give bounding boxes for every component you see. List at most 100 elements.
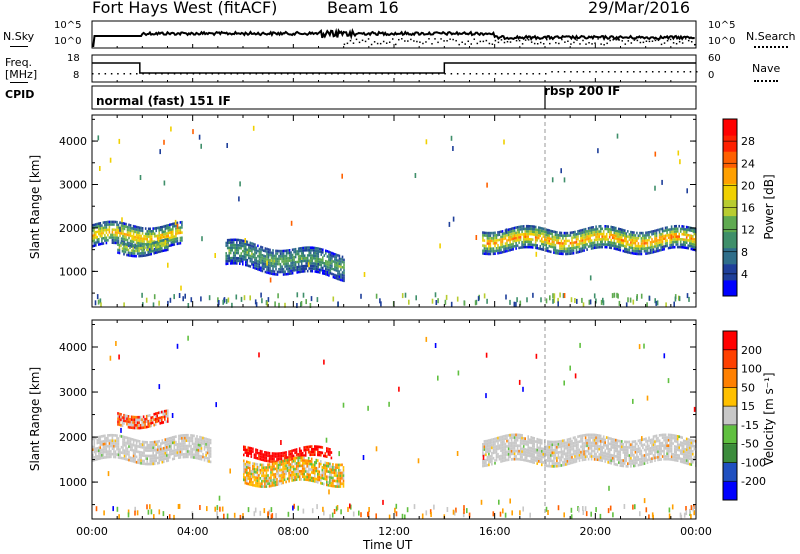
data-cell	[674, 296, 677, 302]
data-cell	[503, 245, 505, 248]
data-cell	[489, 247, 492, 251]
data-cell	[172, 235, 174, 239]
data-cell	[276, 249, 279, 253]
data-cell	[130, 426, 133, 429]
data-cell	[634, 252, 637, 255]
data-cell	[132, 460, 135, 463]
data-cell	[134, 452, 136, 456]
data-cell	[566, 449, 569, 452]
data-cell	[267, 468, 269, 472]
data-cell	[154, 423, 157, 426]
data-cell	[550, 448, 552, 452]
data-cell	[289, 463, 292, 466]
data-cell	[193, 448, 195, 451]
data-cell	[304, 445, 307, 449]
data-cell	[553, 240, 555, 244]
data-cell	[569, 440, 572, 443]
data-cell	[261, 455, 263, 459]
data-cell	[563, 441, 566, 445]
data-cell	[605, 245, 608, 249]
data-cell	[123, 232, 126, 236]
data-cell	[488, 455, 490, 459]
data-cell	[271, 457, 274, 461]
data-cell	[225, 262, 227, 266]
nave-point	[463, 73, 465, 75]
data-cell	[146, 245, 148, 249]
data-cell	[593, 293, 596, 299]
data-cell	[327, 481, 330, 484]
data-cell	[238, 196, 240, 202]
data-cell	[128, 231, 130, 234]
data-cell	[495, 453, 498, 456]
data-cell	[295, 475, 298, 479]
data-cell	[568, 252, 570, 256]
data-cell	[645, 231, 647, 235]
data-cell	[610, 443, 612, 446]
data-cell	[408, 299, 410, 305]
data-cell	[253, 470, 256, 474]
data-cell	[332, 268, 335, 271]
data-cell	[182, 447, 185, 451]
data-cell	[294, 456, 296, 460]
data-cell	[268, 465, 271, 469]
data-cell	[321, 474, 324, 477]
data-cell	[341, 258, 344, 261]
data-cell	[536, 231, 538, 234]
data-cell	[637, 242, 640, 245]
data-cell	[670, 243, 673, 247]
data-cell	[150, 446, 153, 450]
data-cell	[261, 264, 264, 268]
data-cell	[274, 483, 277, 487]
data-cell	[489, 231, 492, 235]
data-cell	[188, 439, 191, 443]
data-cell	[580, 456, 582, 459]
data-cell	[672, 238, 674, 241]
data-cell	[311, 254, 314, 257]
data-cell	[150, 252, 152, 256]
data-cell	[252, 125, 255, 131]
data-cell	[483, 461, 486, 465]
data-cell	[98, 232, 100, 236]
data-cell	[553, 443, 555, 447]
data-cell	[326, 455, 328, 458]
data-cell	[525, 232, 528, 236]
data-cell	[565, 463, 567, 466]
data-cell	[137, 439, 139, 443]
data-cell	[593, 228, 596, 231]
data-cell	[236, 246, 238, 249]
data-cell	[180, 285, 182, 291]
data-cell	[494, 242, 496, 245]
data-cell	[121, 247, 124, 250]
data-cell	[660, 246, 662, 249]
data-cell	[515, 234, 517, 237]
data-cell	[494, 459, 496, 462]
nsearch-point	[346, 42, 349, 45]
freq-tick-top: 18	[67, 53, 80, 64]
data-cell	[690, 234, 693, 238]
data-cell	[568, 448, 570, 452]
data-cell	[303, 454, 305, 457]
data-cell	[589, 447, 591, 450]
data-cell	[305, 249, 307, 252]
data-cell	[282, 478, 284, 482]
data-cell	[135, 249, 137, 253]
data-cell	[141, 229, 144, 233]
nave-point	[475, 73, 478, 75]
data-cell	[325, 265, 327, 268]
data-cell	[538, 231, 540, 235]
data-cell	[560, 453, 563, 456]
data-cell	[306, 459, 308, 463]
data-cell	[524, 227, 526, 231]
data-cell	[497, 455, 499, 459]
data-cell	[129, 244, 132, 248]
data-cell	[282, 454, 284, 458]
data-cell	[187, 452, 189, 456]
data-cell	[319, 258, 321, 261]
data-cell	[491, 239, 493, 243]
data-cell	[170, 126, 172, 132]
data-cell	[240, 239, 243, 242]
data-cell	[489, 444, 492, 447]
data-cell	[500, 438, 502, 442]
data-cell	[309, 303, 312, 308]
data-cell	[335, 269, 338, 272]
